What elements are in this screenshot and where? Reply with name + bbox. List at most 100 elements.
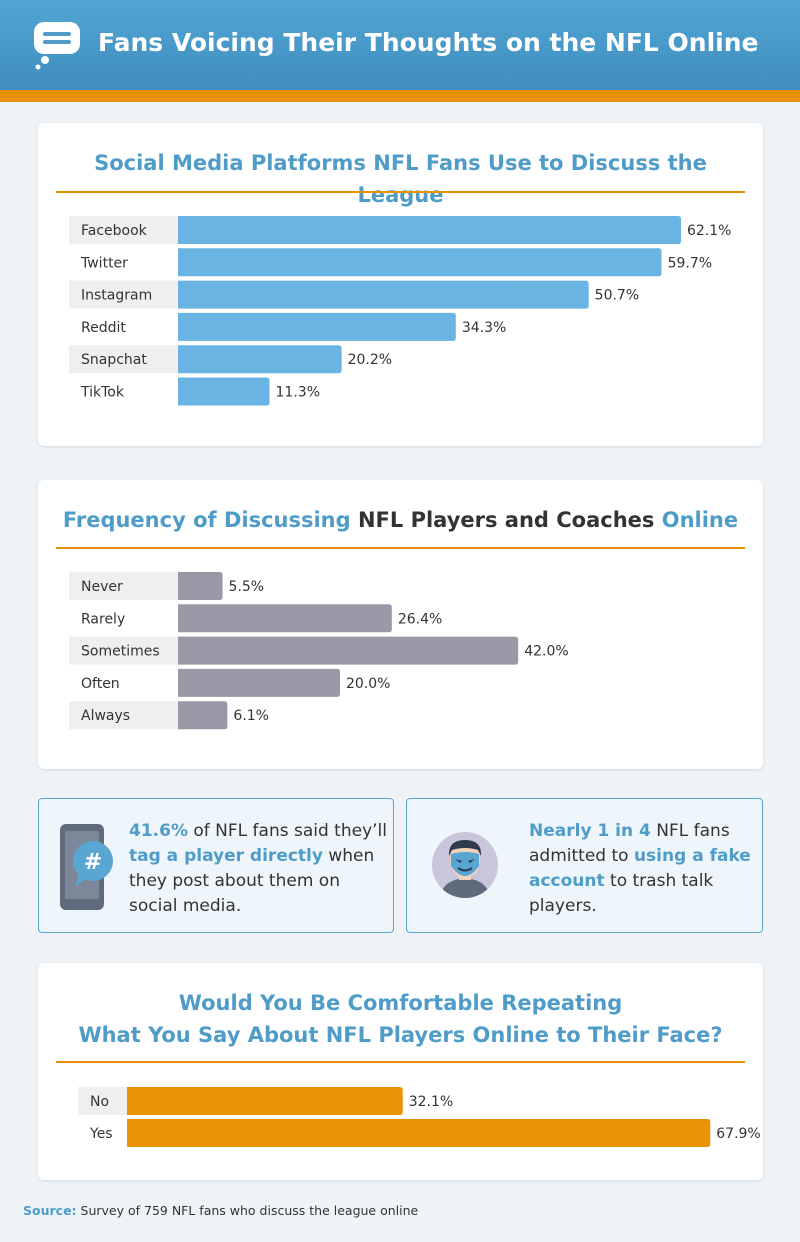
category-label: Never <box>81 579 123 595</box>
comfort-title-line-2: What You Say About NFL Players Online to… <box>78 1023 723 1047</box>
bar <box>178 345 342 374</box>
title-part-3: Online <box>661 508 739 532</box>
social-media-card: Social Media Platforms NFL Fans Use to D… <box>38 123 763 446</box>
row-label-bg <box>69 701 178 730</box>
stat-highlight-phrase: using a fake account <box>529 846 751 891</box>
value-label: 62.1% <box>687 223 731 239</box>
bar-row-snapchat: Snapchat 20.2% <box>69 345 392 374</box>
value-label: 20.2% <box>348 352 392 368</box>
svg-text:#: # <box>84 850 102 875</box>
stat-text-part: of NFL fans said they’ll <box>187 821 387 841</box>
stat-card-tag-player: # 41.6% of NFL fans said they’ll tag a p… <box>38 798 394 933</box>
value-label: 6.1% <box>233 708 269 724</box>
social-media-bar-chart: Facebook 62.1% Twitter 59.7% Instagram 50.7% R… <box>69 216 731 406</box>
row-label-bg <box>69 312 178 341</box>
category-label: TikTok <box>80 385 125 401</box>
category-label: Rarely <box>81 611 125 627</box>
bar-row-instagram: Instagram 50.7% <box>69 280 639 309</box>
value-label: 5.5% <box>229 579 265 595</box>
header-accent-bar <box>0 90 800 102</box>
bar-row-often: Often 20.0% <box>69 668 390 697</box>
value-label: 59.7% <box>668 255 712 271</box>
bar-row-sometimes: Sometimes 42.0% <box>69 636 569 665</box>
category-label: Twitter <box>80 255 128 271</box>
category-label: No <box>90 1094 109 1110</box>
header-banner: Fans Voicing Their Thoughts on the NFL O… <box>0 0 800 90</box>
value-label: 34.3% <box>462 320 506 336</box>
bar <box>178 604 392 633</box>
bar <box>178 377 270 406</box>
row-label-bg <box>69 604 178 633</box>
value-label: 50.7% <box>595 288 639 304</box>
value-label: 42.0% <box>524 644 568 660</box>
value-label: 67.9% <box>716 1126 760 1142</box>
comfort-bar-chart: No 32.1% Yes 67.9% <box>78 1087 761 1147</box>
title-part-1: Frequency of Discussing <box>62 508 358 532</box>
bar-row-rarely: Rarely 26.4% <box>69 604 442 633</box>
bar-row-twitter: Twitter 59.7% <box>69 248 712 277</box>
bar <box>178 280 589 309</box>
bar-row-always: Always 6.1% <box>69 701 269 730</box>
stat-highlight-percent: 41.6% <box>129 821 188 841</box>
category-label: Reddit <box>81 320 126 336</box>
comfort-card: Would You Be Comfortable Repeating What … <box>38 963 763 1180</box>
title-rule <box>56 547 745 549</box>
row-label-bg <box>69 280 178 309</box>
masked-person-icon <box>432 832 498 898</box>
bar <box>178 668 340 697</box>
row-label-bg <box>69 668 178 697</box>
value-label: 26.4% <box>398 611 442 627</box>
stat-highlight-phrase: tag a player directly <box>129 846 323 866</box>
category-label: Yes <box>89 1126 113 1142</box>
stat-text-part: when they post about them on social medi… <box>129 846 375 916</box>
comfort-chart-title: Would You Be Comfortable Repeating What … <box>56 987 745 1051</box>
row-label-bg <box>69 216 178 244</box>
category-label: Instagram <box>81 288 152 304</box>
category-label: Sometimes <box>81 644 160 660</box>
phone-hashtag-icon: # <box>60 824 113 910</box>
category-label: Often <box>81 676 120 692</box>
row-label-bg <box>69 636 178 665</box>
title-rule <box>56 191 745 193</box>
bar <box>178 216 682 244</box>
row-label-bg <box>78 1119 127 1147</box>
bar <box>178 636 519 665</box>
bar-row-reddit: Reddit 34.3% <box>69 312 506 341</box>
bar-row-no: No 32.1% <box>78 1087 453 1115</box>
stat-highlight-ratio: Nearly 1 in 4 <box>529 821 651 841</box>
bar <box>178 572 223 600</box>
stat-text-tag-player: 41.6% of NFL fans said they’ll tag a pla… <box>129 819 387 919</box>
source-label: Source: <box>23 1203 77 1218</box>
source-note: Source: Survey of 759 NFL fans who discu… <box>23 1203 418 1218</box>
row-label-bg <box>78 1087 127 1115</box>
frequency-card: Frequency of Discussing NFL Players and … <box>38 480 763 769</box>
row-label-bg <box>69 248 178 277</box>
category-label: Facebook <box>81 223 148 239</box>
stat-text-fake-account: Nearly 1 in 4 NFL fans admitted to using… <box>529 819 754 919</box>
frequency-bar-chart: Never 5.5% Rarely 26.4% Sometimes 42.0% Often 2… <box>69 572 569 730</box>
bar <box>178 248 662 277</box>
social-media-chart-title: Social Media Platforms NFL Fans Use to D… <box>94 151 707 207</box>
value-label: 11.3% <box>276 385 320 401</box>
page-title: Fans Voicing Their Thoughts on the NFL O… <box>98 28 759 57</box>
row-label-bg <box>69 345 178 374</box>
category-label: Snapchat <box>81 352 147 368</box>
row-label-bg <box>69 572 178 600</box>
stat-text-part: NFL fans admitted to <box>529 821 730 866</box>
bar <box>127 1119 711 1147</box>
bar-row-tiktok: TikTok 11.3% <box>69 377 320 406</box>
bar <box>178 312 456 341</box>
bar-row-facebook: Facebook 62.1% <box>69 216 731 244</box>
bar-row-yes: Yes 67.9% <box>78 1119 761 1147</box>
title-rule <box>56 1061 745 1063</box>
value-label: 20.0% <box>346 676 390 692</box>
bar <box>127 1087 403 1115</box>
row-label-bg <box>69 377 178 406</box>
frequency-chart-title: Frequency of Discussing NFL Players and … <box>56 504 745 536</box>
stat-text-part: to trash talk players. <box>529 871 714 916</box>
value-label: 32.1% <box>409 1094 453 1110</box>
source-text: Survey of 759 NFL fans who discuss the l… <box>76 1203 419 1218</box>
category-label: Always <box>81 708 130 724</box>
stat-card-fake-account: Nearly 1 in 4 NFL fans admitted to using… <box>406 798 763 933</box>
title-part-2: NFL Players and Coaches <box>357 508 662 532</box>
